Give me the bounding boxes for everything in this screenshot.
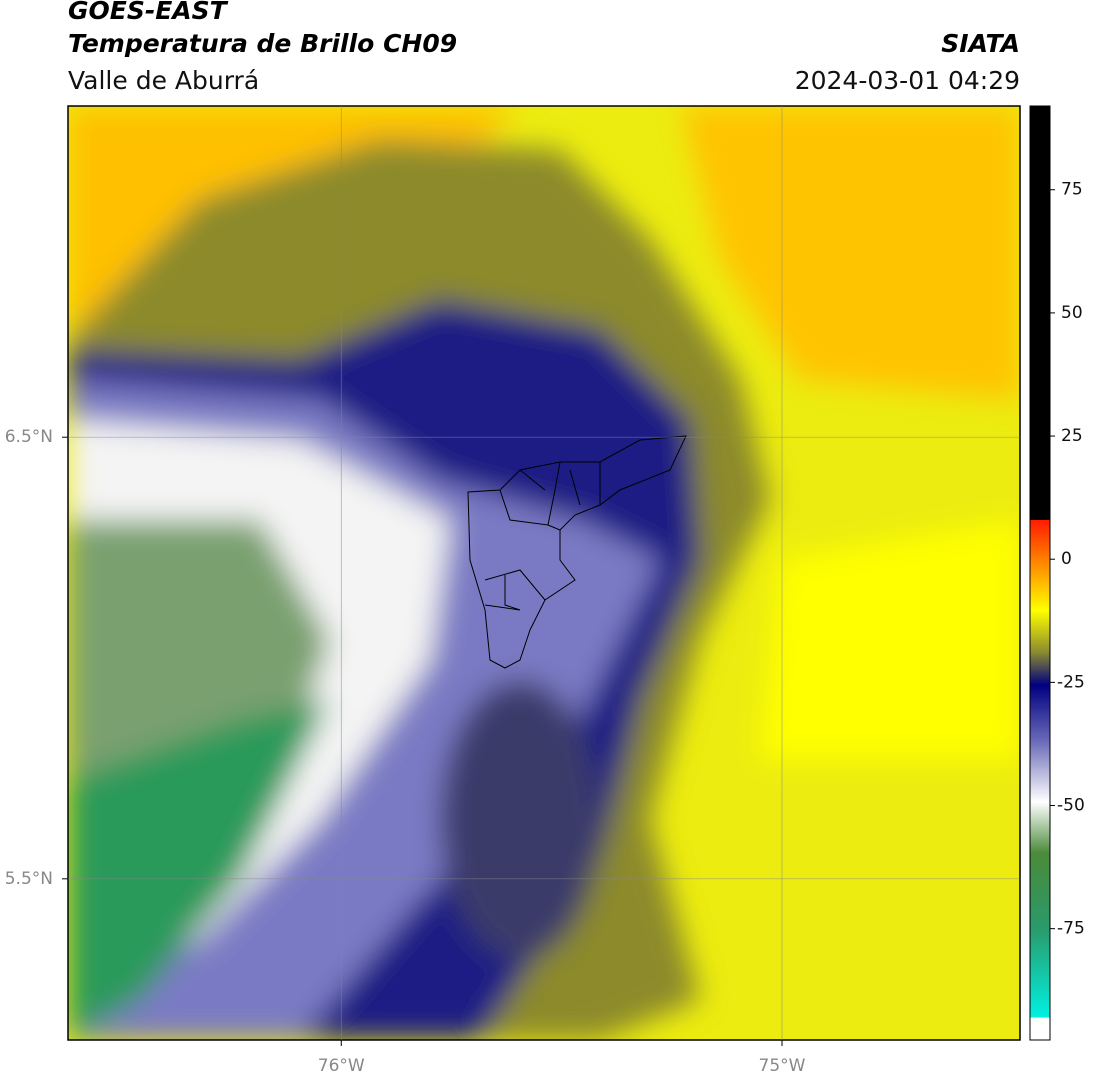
subtitle: Temperatura de Brillo CH09 xyxy=(68,29,457,58)
map-image xyxy=(68,106,1020,1040)
colorbar xyxy=(1029,105,1051,1041)
x-tick-label: 76°W xyxy=(318,1056,365,1076)
datetime: 2024-03-01 04:29 xyxy=(795,66,1020,95)
x-tick-label: 75°W xyxy=(759,1056,806,1076)
y-tick-label: 6.5°N xyxy=(5,427,53,447)
source: SIATA xyxy=(941,29,1020,58)
colorbar-label: -50 xyxy=(1057,796,1085,816)
colorbar-label: -75 xyxy=(1057,919,1085,939)
colorbar-label: 75 xyxy=(1061,180,1083,200)
y-tick-label: 5.5°N xyxy=(5,869,53,889)
map-frame xyxy=(67,105,1021,1041)
colorbar-label: 25 xyxy=(1061,426,1083,446)
colorbar-label: 0 xyxy=(1061,549,1072,569)
colorbar-label: -25 xyxy=(1057,672,1085,692)
colorbar-label: 50 xyxy=(1061,303,1083,323)
region: Valle de Aburrá xyxy=(68,66,259,95)
title: GOES-EAST xyxy=(68,0,229,25)
